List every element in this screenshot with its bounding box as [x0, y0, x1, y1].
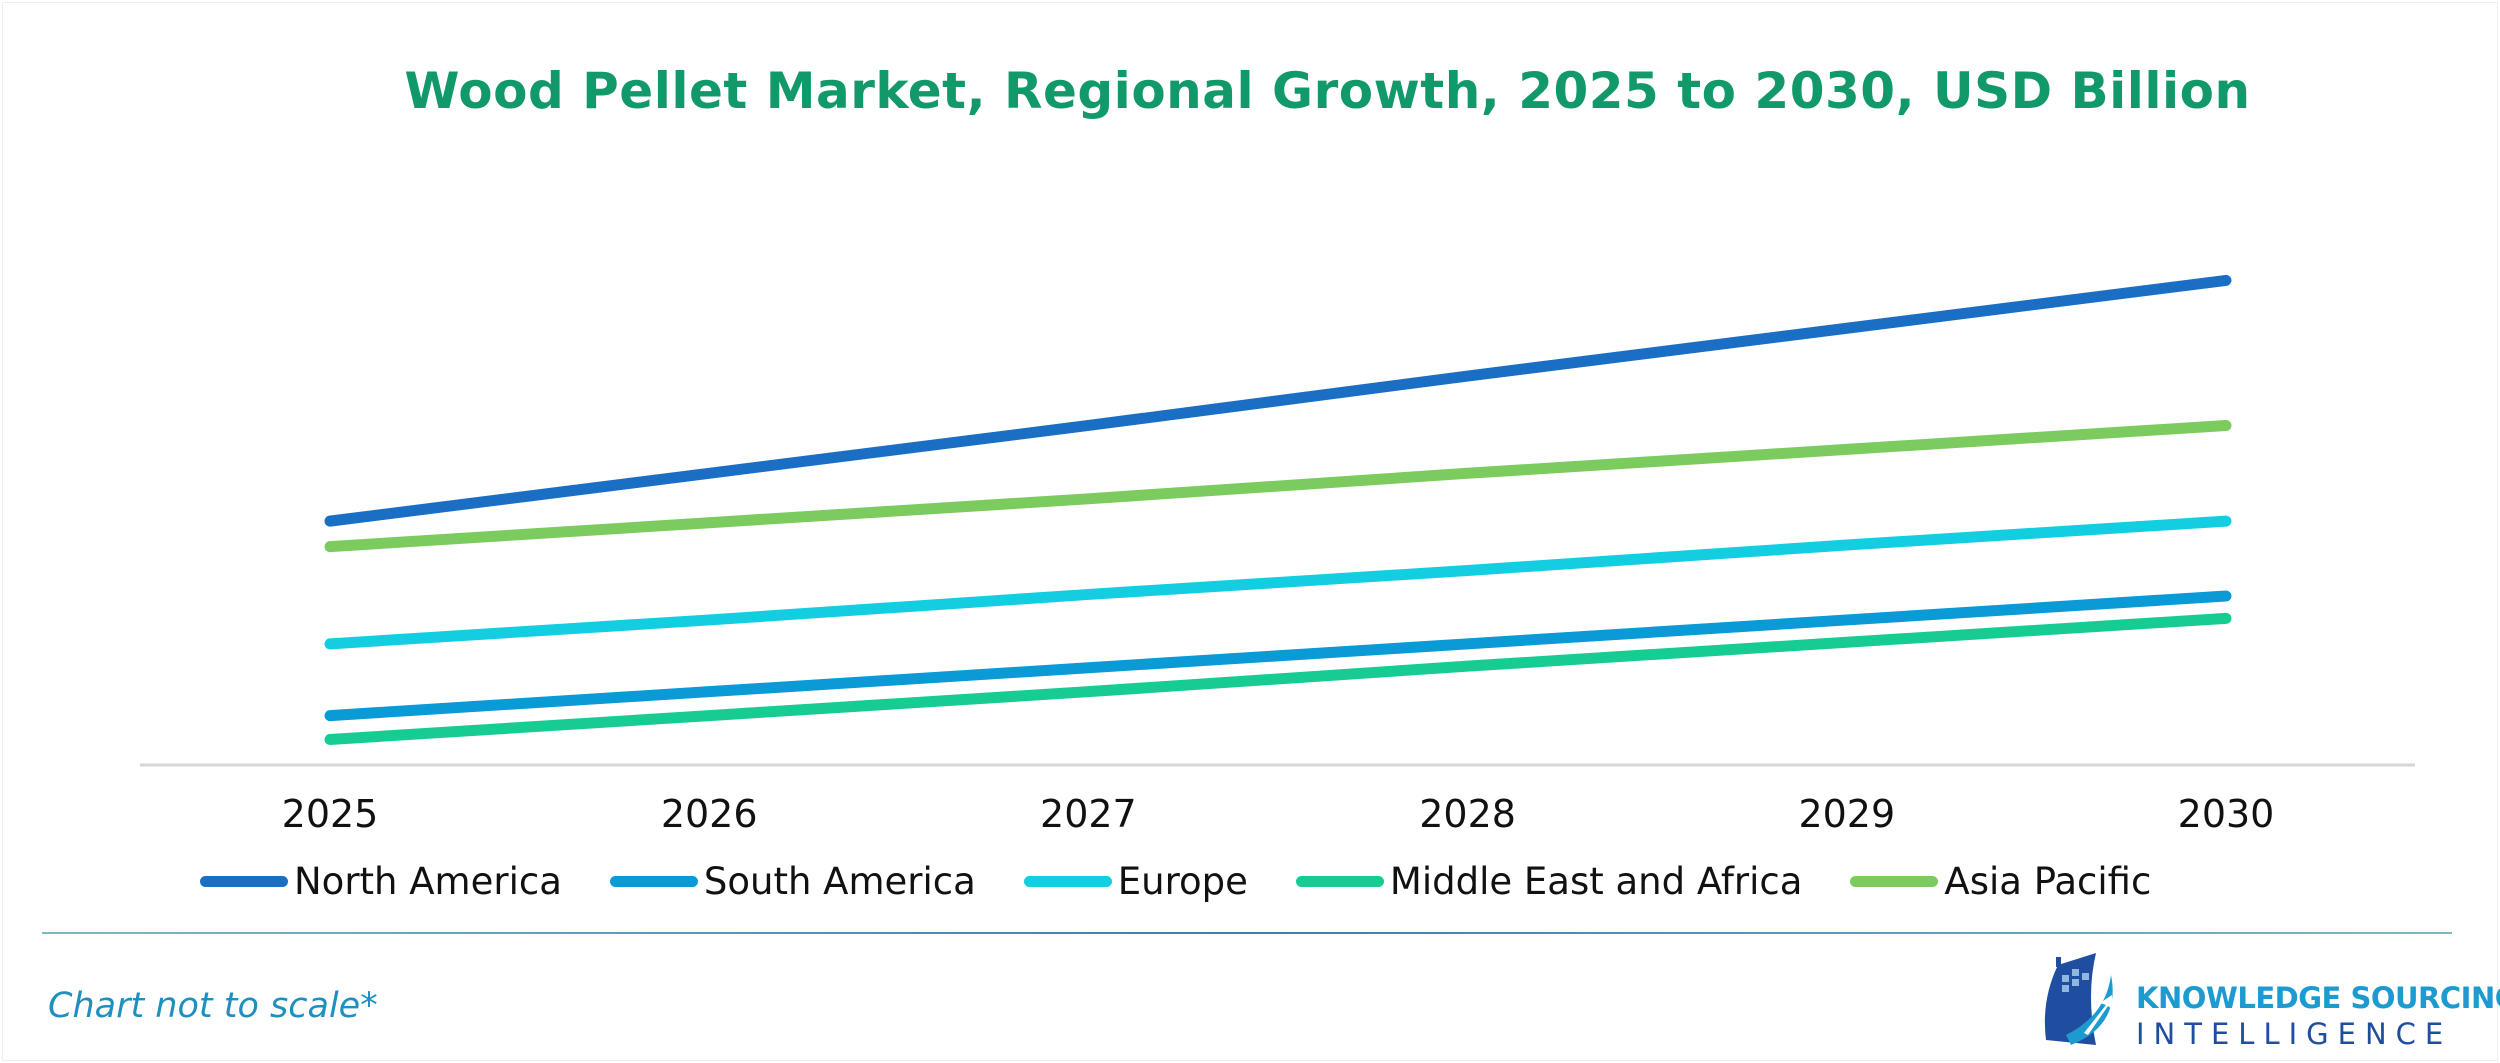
logo-text-line1: KNOWLEDGE SOURCING: [2136, 981, 2500, 1015]
legend-swatch: [609, 876, 698, 887]
legend-item: Europe: [1023, 860, 1248, 903]
x-tick-label: 2025: [281, 792, 379, 836]
series-line-south-america: [324, 590, 2232, 722]
x-tick-label: 2028: [1419, 792, 1516, 836]
legend-swatch: [1295, 876, 1384, 887]
footer-divider: [42, 932, 2452, 934]
legend-label: Asia Pacific: [1944, 860, 2152, 903]
logo-text-line2: INTELLIGENCE: [2136, 1017, 2453, 1051]
legend-swatch: [200, 876, 288, 887]
company-logo: KNOWLEDGE SOURCING INTELLIGENCE: [2036, 945, 2500, 1055]
legend-label: South America: [703, 860, 976, 903]
x-tick-label: 2030: [2177, 792, 2275, 836]
series-line-north-america: [324, 274, 2232, 527]
legend: North America South America Europe Middle E…: [200, 860, 2199, 903]
chart-title: Wood Pellet Market, Regional Growth, 202…: [404, 62, 2251, 120]
x-tick-label: 2029: [1798, 792, 1896, 836]
legend-item: North America: [200, 860, 562, 903]
legend-swatch: [1023, 876, 1112, 887]
legend-swatch: [1850, 876, 1939, 887]
series-line-middle-east-and-africa: [324, 612, 2232, 745]
x-tick-label: 2027: [1040, 792, 1137, 836]
legend-item: South America: [609, 860, 976, 903]
legend-label: Europe: [1117, 860, 1248, 903]
legend-label: Middle East and Africa: [1389, 860, 1803, 903]
series-line-europe: [324, 515, 2232, 650]
legend-item: Asia Pacific: [1850, 860, 2151, 903]
chart-note: Chart not to scale*: [48, 986, 378, 1026]
x-tick-label: 2026: [660, 792, 758, 836]
series-line-asia-pacific: [324, 419, 2232, 553]
legend-item: Middle East and Africa: [1295, 860, 1803, 903]
legend-label: North America: [294, 860, 562, 903]
logo-icon: [2044, 953, 2113, 1045]
